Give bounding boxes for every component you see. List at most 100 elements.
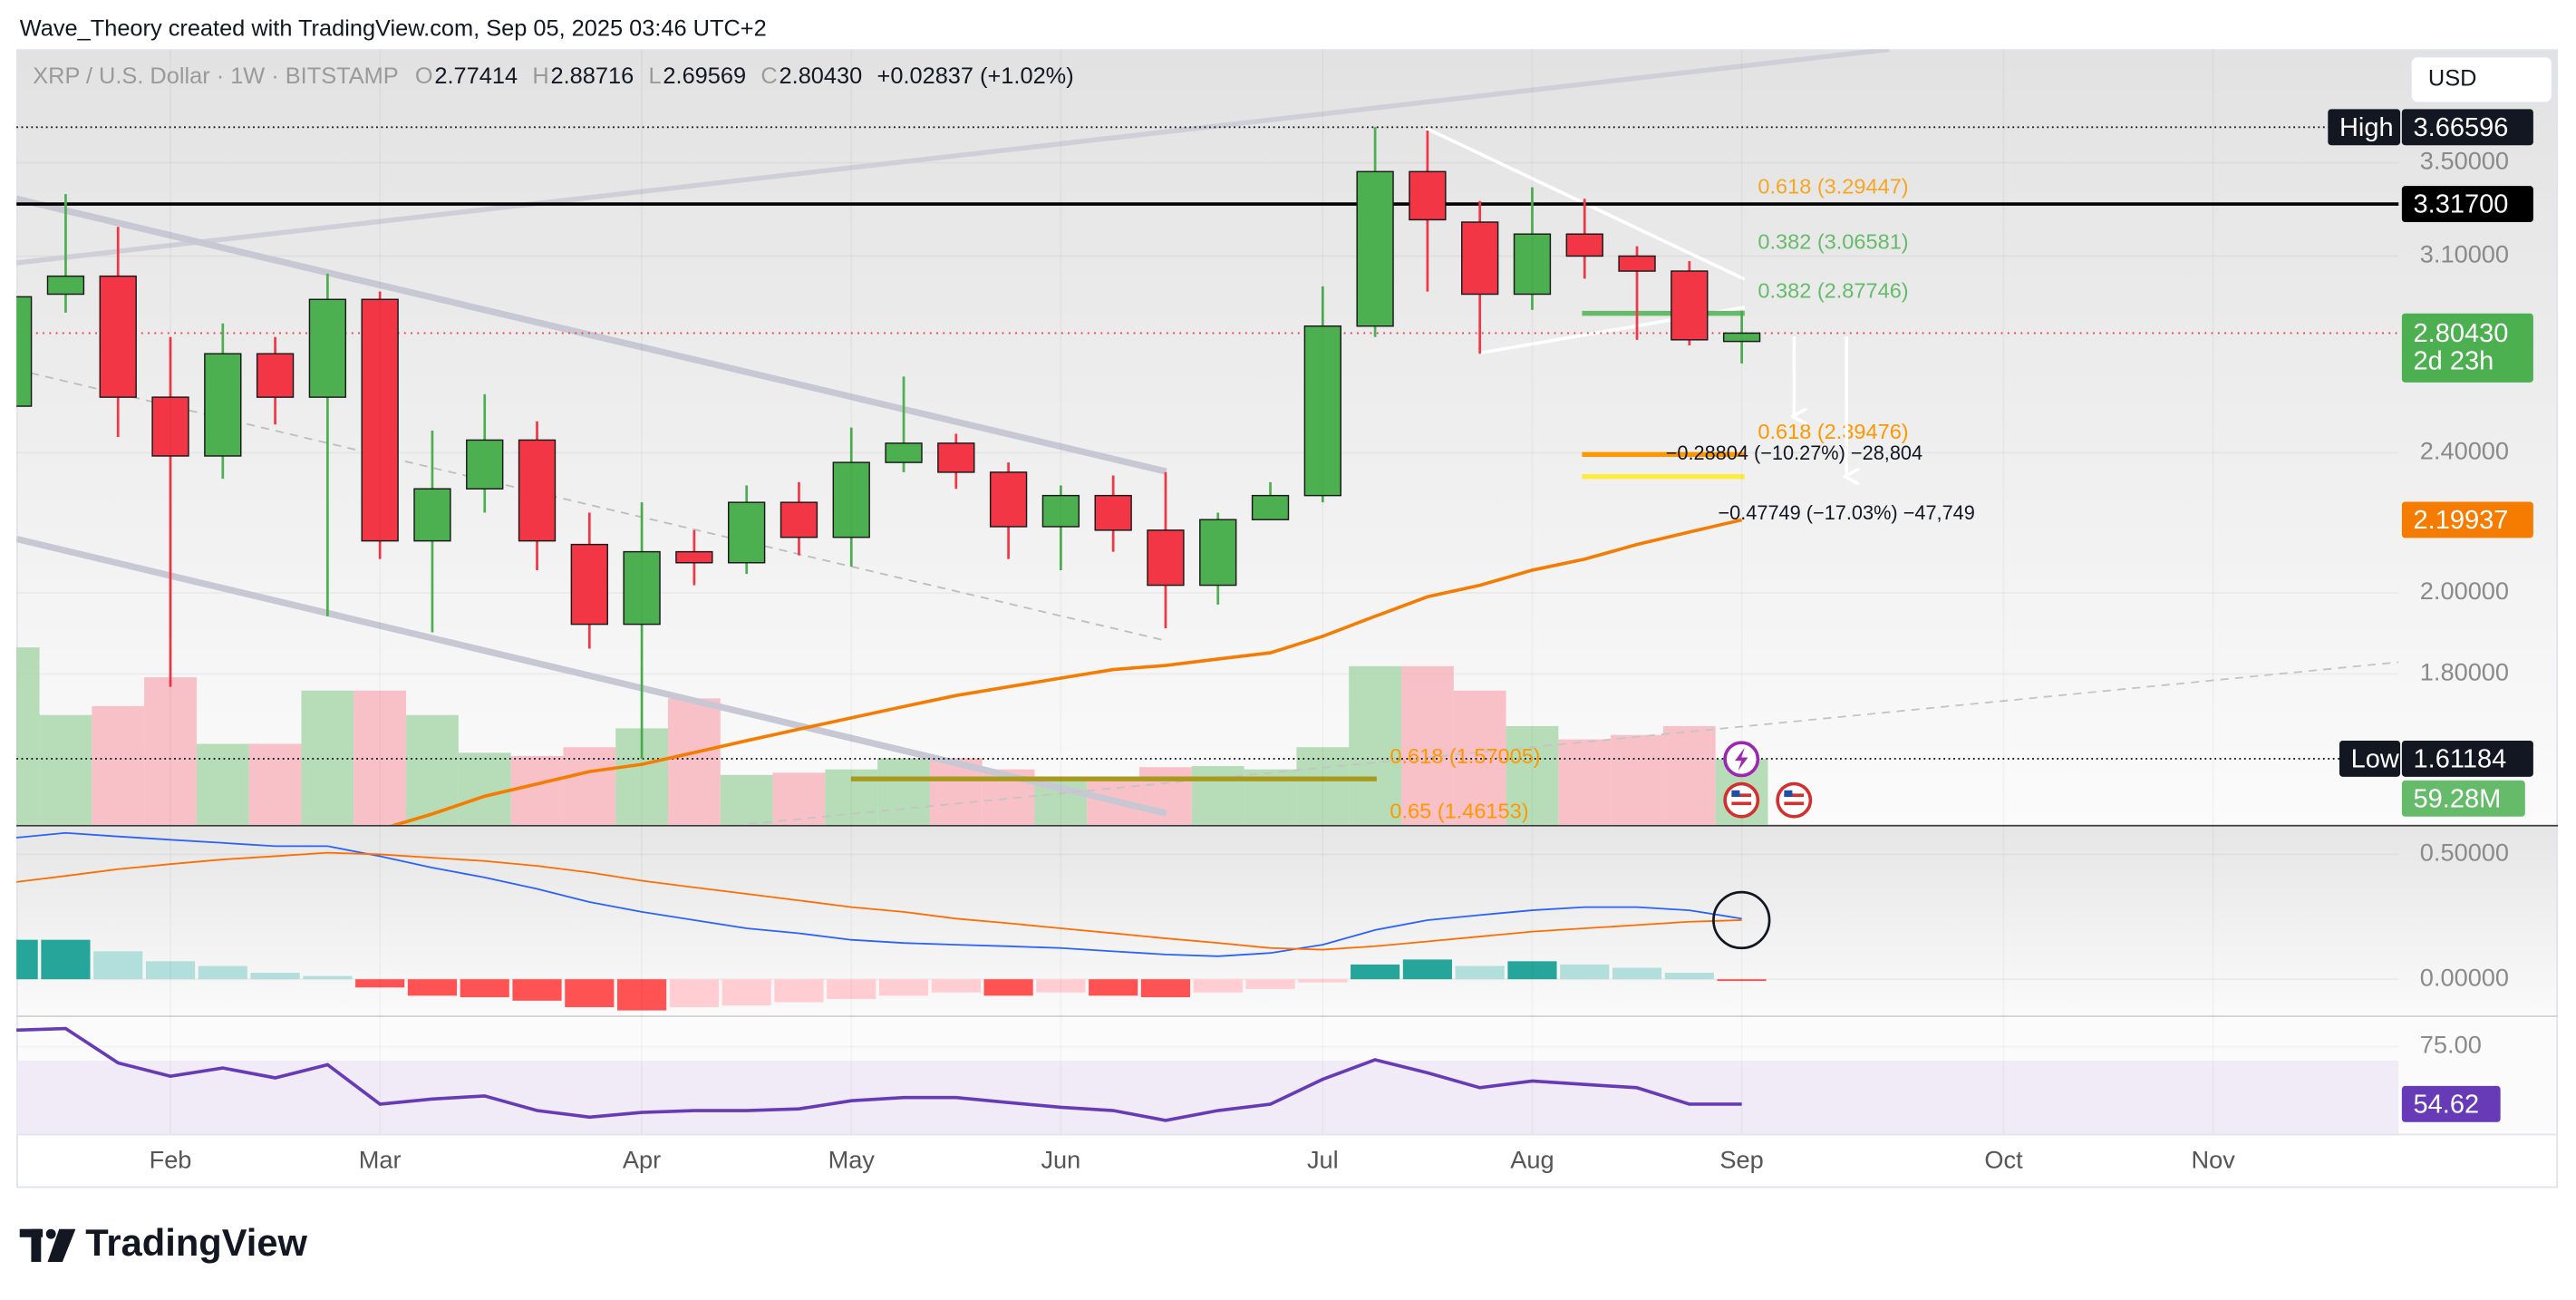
candle-body	[1722, 332, 1761, 343]
rsi-line	[16, 1026, 1742, 1122]
y-tick-label: 3.50000	[2420, 147, 2509, 175]
macd-histogram	[41, 939, 91, 980]
level-label: 3.31700	[2414, 190, 2509, 219]
volume-bar	[39, 714, 92, 825]
fib-label: 0.618 (3.29447)	[1758, 175, 1908, 199]
macd-histogram	[931, 979, 981, 993]
x-tick-label: Oct	[1984, 1146, 2023, 1174]
macd-histogram	[407, 979, 458, 996]
candle-body	[1251, 494, 1290, 520]
macd-histogram	[460, 979, 509, 997]
x-tick-label: Sep	[1719, 1146, 1763, 1174]
volume-label: 59.28M	[2414, 784, 2502, 813]
fib-label: 0.618 (1.57005)	[1390, 744, 1540, 768]
candle-body	[832, 461, 870, 538]
moving-average	[390, 518, 1743, 825]
macd-histogram	[1193, 979, 1243, 993]
macd-histogram	[669, 979, 719, 1007]
candle-body	[780, 501, 818, 538]
macd-histogram	[565, 979, 615, 1007]
macd-histogram	[1036, 979, 1086, 993]
low-caption: Low	[2351, 744, 2399, 773]
rsi-label: 54.62	[2414, 1090, 2480, 1119]
x-tick-label: Nov	[2192, 1146, 2236, 1174]
macd-histogram	[250, 973, 300, 980]
candle-body	[885, 442, 923, 463]
macd-histogram	[1507, 961, 1557, 980]
rsi-band	[16, 1061, 2399, 1134]
volume-bar	[772, 772, 826, 825]
y-tick-label: 0.00000	[2420, 963, 2509, 991]
macd-histogram	[1612, 967, 1662, 980]
ohlc-letter: C	[760, 63, 777, 89]
fib-label: 0.65 (1.46153)	[1390, 800, 1528, 823]
candle-body	[1094, 494, 1132, 531]
x-tick-label: Apr	[623, 1146, 661, 1174]
trendline	[16, 49, 1890, 266]
candle-body	[937, 442, 975, 473]
x-tick-label: Jun	[1041, 1146, 1080, 1174]
volume-bar	[16, 647, 40, 825]
candle-body	[675, 550, 713, 564]
candle-body	[308, 298, 347, 398]
macd-histogram	[1351, 964, 1400, 980]
flag-stripe	[1784, 801, 1805, 806]
x-tick-label: Jul	[1307, 1146, 1339, 1174]
macd-layer	[16, 831, 2399, 1011]
high-caption: High	[2339, 113, 2394, 142]
volume-bar	[458, 752, 511, 825]
volume-bar	[144, 677, 197, 825]
logo-part	[45, 1228, 56, 1239]
fib-label: 0.382 (3.06581)	[1758, 230, 1908, 254]
fib-label: 0.618 (2.39476)	[1758, 420, 1908, 443]
volume-bar	[1296, 747, 1350, 825]
macd-histogram	[878, 979, 929, 996]
event-icons	[1723, 741, 1813, 819]
candle-body	[989, 471, 1028, 528]
x-tick-label: Mar	[359, 1146, 402, 1174]
macd-histogram	[1140, 979, 1191, 997]
x-tick-label: Feb	[150, 1146, 192, 1174]
macd-histogram	[198, 965, 247, 980]
candle-body	[1409, 170, 1447, 221]
macd-histogram	[617, 979, 667, 1011]
flag-icon[interactable]	[1776, 781, 1813, 819]
logo	[19, 1228, 76, 1262]
flag-icon[interactable]	[1723, 781, 1760, 819]
volume-bar	[1506, 725, 1559, 825]
volume-bar	[1453, 690, 1506, 825]
flag-stripe	[1731, 793, 1752, 798]
volume-bar	[1400, 665, 1454, 825]
lightning	[1735, 747, 1748, 771]
macd-histogram	[1455, 965, 1505, 980]
candle-body	[361, 298, 399, 542]
macd-line	[16, 831, 1742, 957]
trendline	[731, 661, 2399, 825]
candle-body	[728, 501, 766, 564]
legend: XRP / U.S. Dollar · 1W · BITSTAMP O 2.7741…	[33, 63, 1073, 89]
y-tick-label: 3.10000	[2420, 240, 2509, 268]
volume-bar	[667, 698, 721, 825]
flag-stripe	[1731, 801, 1752, 806]
change: +0.02837 (+1.02%)	[877, 63, 1074, 89]
candle-body	[1356, 170, 1394, 327]
ohlc-value: 2.77414	[434, 63, 518, 89]
y-tick-label: 2.00000	[2420, 577, 2509, 605]
currency-button[interactable]	[2409, 55, 2553, 104]
volume-bar	[1191, 766, 1244, 825]
macd-histogram	[1245, 979, 1295, 989]
volume-bar	[1662, 725, 1716, 825]
candle-body	[204, 353, 242, 457]
countdown: 2d 23h	[2414, 347, 2494, 376]
volume-bar	[563, 747, 616, 825]
high-caption-bg	[2328, 109, 2401, 146]
price-layer: 0.618 (3.29447) 0.382 (3.06581) 0.382 (2.8…	[16, 126, 2399, 825]
volume-bar	[353, 690, 407, 825]
candle-body	[1671, 270, 1709, 341]
flag-stripe	[1784, 793, 1805, 798]
ohlc-letter: O	[415, 63, 433, 89]
macd-histogram	[1402, 959, 1452, 980]
ohlc-value: 2.80430	[780, 63, 863, 89]
logo-part	[47, 1228, 76, 1262]
